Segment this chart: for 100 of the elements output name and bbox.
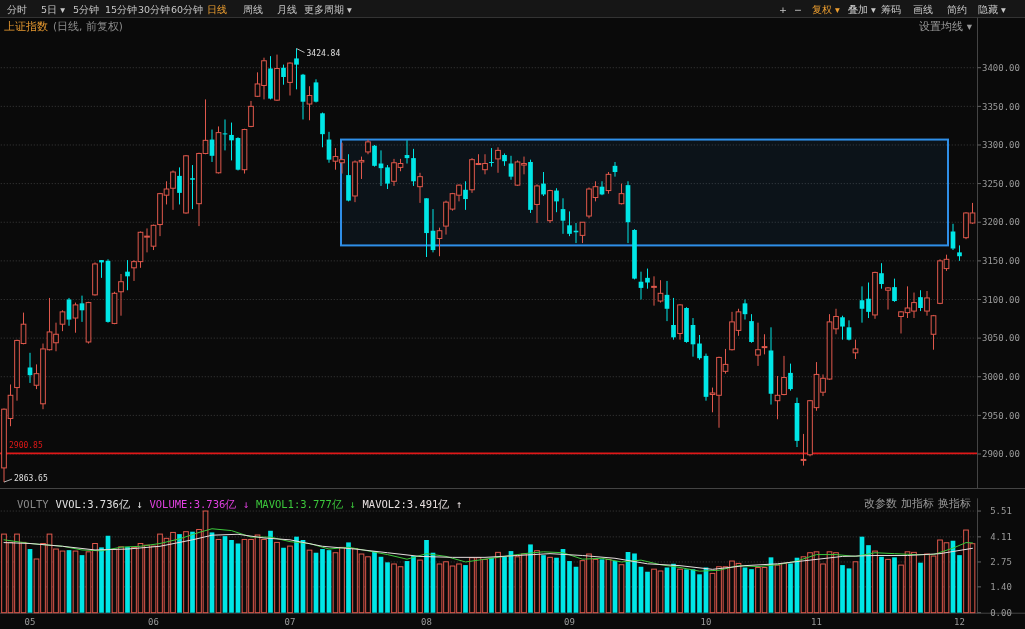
bar: [567, 561, 572, 613]
y-tick-label: 3400.00: [982, 62, 1020, 73]
text: 30分钟: [137, 3, 171, 15]
candlestick: [918, 289, 923, 312]
bar: [840, 565, 845, 613]
candlestick: [852, 339, 859, 360]
candlestick: [657, 279, 664, 304]
bar: [287, 545, 293, 614]
chart-subtitle: (日线, 前复权): [53, 20, 123, 32]
candlestick: [567, 210, 572, 237]
candlestick: [417, 172, 423, 204]
bar: [528, 544, 533, 613]
candlestick: [885, 286, 891, 311]
bar: [372, 551, 377, 613]
candlestick: [749, 313, 754, 344]
y-tick-label: 3150.00: [982, 256, 1020, 267]
candlestick: [541, 171, 546, 197]
candlestick: [755, 322, 761, 367]
text: 筹码: [881, 3, 901, 15]
y-tick-label: 2.75: [990, 557, 1012, 568]
candlestick: [495, 146, 501, 174]
text: 5日 ▾: [41, 3, 66, 15]
bar: [866, 545, 871, 613]
bar: [463, 565, 468, 613]
y-tick-label: 0.00: [990, 607, 1012, 618]
candlestick: [554, 187, 559, 213]
bar: [885, 558, 891, 614]
text: 月线: [277, 3, 297, 15]
bar: [99, 547, 104, 613]
bar: [385, 562, 390, 613]
text: 复权 ▾: [812, 3, 841, 15]
candlestick: [840, 315, 845, 341]
bar: [918, 562, 923, 613]
bar: [489, 557, 494, 613]
candlestick: [306, 85, 313, 121]
text: 周线: [243, 3, 263, 15]
bar: [495, 551, 501, 614]
candlestick: [177, 166, 182, 205]
text: MAVOL2:3.491亿 ↑: [362, 498, 463, 510]
candlestick: [125, 259, 130, 291]
annotation: VOLTY: [17, 498, 50, 510]
bar: [417, 559, 423, 614]
x-tick-label: 05: [24, 617, 36, 627]
y-tick-label: 3350.00: [982, 101, 1020, 112]
x-tick-label: 08: [421, 617, 432, 627]
bar: [183, 531, 189, 614]
bar: [125, 546, 130, 613]
bar: [177, 534, 182, 613]
candlestick: [59, 309, 66, 332]
bar: [554, 557, 559, 613]
text: 分时: [7, 3, 27, 15]
candlestick: [645, 268, 650, 290]
text: 60分钟: [170, 3, 204, 15]
candlestick: [229, 122, 234, 161]
y-tick-label: 1.40: [990, 582, 1012, 593]
bar: [541, 555, 546, 613]
x-tick-label: 09: [564, 617, 575, 627]
x-tick-label: 06: [148, 617, 159, 627]
bar: [411, 556, 416, 613]
x-tick-label: 11: [811, 617, 822, 627]
text: 更多周期 ▾: [304, 3, 353, 15]
y-tick-label: 5.51: [990, 506, 1012, 517]
candlestick: [892, 278, 897, 303]
candlestick: [534, 183, 540, 224]
y-tick-label: 4.11: [990, 532, 1012, 543]
candlestick: [879, 262, 884, 290]
x-tick-label: 10: [700, 617, 712, 627]
candlestick: [118, 273, 124, 317]
candlestick: [320, 112, 325, 148]
y-tick-label: 2950.00: [982, 410, 1020, 421]
bar: [749, 569, 754, 613]
bar: [534, 550, 540, 614]
text: +: [779, 3, 787, 15]
text: 简约: [947, 3, 967, 15]
candlestick: [930, 314, 937, 351]
text: 叠加 ▾: [848, 3, 877, 15]
y-tick-label: 3250.00: [982, 178, 1020, 189]
candlestick: [800, 433, 807, 467]
annotation: VVOL:3.736亿 ↓: [55, 498, 143, 510]
bar: [268, 530, 273, 613]
chart-title: 上证指数: [4, 20, 48, 33]
candlestick: [859, 285, 865, 324]
candlestick: [385, 164, 390, 190]
text: MAVOL1:3.777亿 ↓: [255, 498, 356, 510]
bar: [424, 540, 429, 613]
candlestick: [489, 147, 494, 168]
bar: [320, 549, 325, 613]
bar: [788, 563, 793, 613]
candlestick: [924, 290, 930, 317]
text: 画线: [913, 3, 933, 15]
annotation: 换指标: [937, 497, 971, 509]
text: 5分钟: [72, 3, 100, 15]
annotation: 2863.65: [14, 474, 48, 484]
annotation: 改参数: [863, 497, 897, 509]
candlestick: [248, 100, 254, 128]
annotation: VOLUME:3.736亿 ↓: [149, 498, 249, 510]
annotation: 加指标: [900, 497, 934, 509]
candlestick: [697, 334, 702, 361]
candlestick: [671, 297, 676, 341]
text: −: [794, 3, 802, 15]
